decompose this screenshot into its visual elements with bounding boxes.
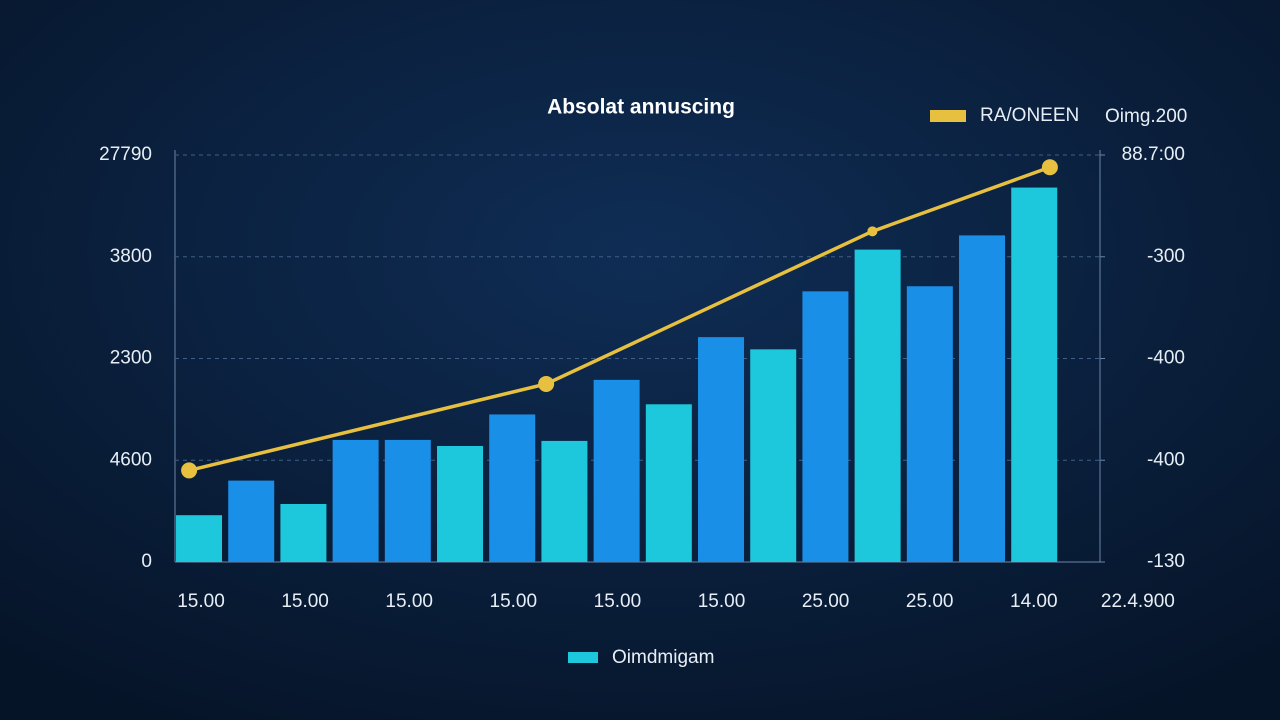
y2-tick-label: -300 [1147, 246, 1185, 267]
y-tick-label: 4600 [110, 449, 152, 470]
bar [228, 480, 275, 562]
x-tick-label: 22.4.900 [1101, 591, 1175, 612]
bar [384, 439, 431, 562]
bar [645, 404, 692, 562]
bar [750, 349, 797, 562]
y2-tick-label: -400 [1147, 449, 1185, 470]
bar [959, 235, 1006, 562]
y2-tick-label: -130 [1147, 551, 1185, 572]
bar [437, 446, 484, 562]
x-tick-label: 15.00 [385, 591, 433, 612]
x-tick-label: 15.00 [281, 591, 329, 612]
y-tick-label: 0 [141, 551, 152, 572]
bar [698, 337, 745, 562]
chart-title: Absolat annuscing [547, 96, 735, 119]
legend-swatch [568, 652, 598, 663]
x-tick-label: 25.00 [802, 591, 850, 612]
x-tick-label: 25.00 [906, 591, 954, 612]
bar [854, 249, 901, 562]
x-tick-label: 14.00 [1010, 591, 1058, 612]
bar [802, 291, 849, 562]
line-point [1041, 159, 1058, 176]
y-tick-label: 3800 [110, 246, 152, 267]
x-tick-label: 15.00 [177, 591, 225, 612]
x-tick-label: 15.00 [594, 591, 642, 612]
legend-label: Oimdmigam [612, 647, 714, 668]
line-point [181, 462, 198, 479]
bar [280, 504, 327, 562]
legend-swatch [930, 110, 966, 122]
line [188, 165, 1051, 473]
x-tick-label: 15.00 [490, 591, 538, 612]
legend-label: RA/ONEEN [980, 105, 1079, 126]
bar [906, 286, 953, 562]
y-tick-label: 2300 [110, 348, 152, 369]
note: Oimg.200 [1105, 106, 1187, 127]
line-point [867, 226, 878, 237]
y2-tick-label: 88.7:00 [1122, 144, 1185, 165]
bar [489, 414, 536, 562]
bar [332, 439, 379, 562]
x-tick-label: 15.00 [698, 591, 746, 612]
bar [1011, 187, 1058, 562]
bar [541, 440, 588, 562]
y2-tick-label: -400 [1147, 348, 1185, 369]
bar [176, 515, 223, 562]
y-tick-label: 27790 [99, 144, 152, 165]
line-point [538, 375, 555, 392]
bar [593, 379, 640, 562]
